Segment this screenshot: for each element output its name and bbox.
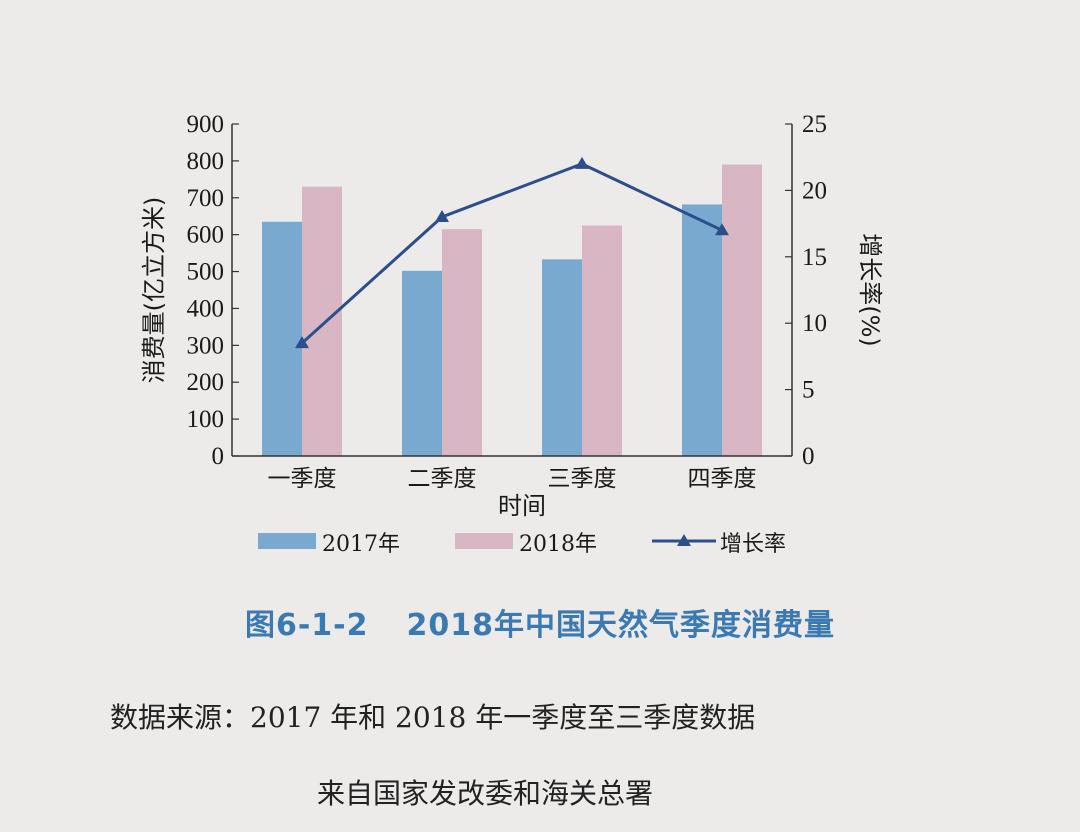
right-tick-label: 5 (802, 377, 815, 404)
bar-2018年-一季度 (302, 186, 342, 456)
left-tick-label: 700 (187, 185, 225, 212)
growth-rate-point-一季度 (295, 336, 309, 349)
left-tick-label: 200 (187, 369, 225, 396)
right-tick-label: 25 (802, 111, 827, 138)
legend-swatch-2018 (455, 533, 513, 549)
data-source-note: 数据来源：2017 年和 2018 年一季度至三季度数据 来自国家发改委和海关总… (110, 680, 970, 832)
legend-marker-growth (677, 534, 691, 546)
right-tick-label: 10 (802, 310, 827, 337)
growth-rate-point-四季度 (715, 223, 729, 236)
growth-rate-line (300, 162, 723, 345)
right-tick-label: 20 (802, 177, 827, 204)
bar-2018年-四季度 (722, 164, 762, 457)
y-axis-title-left: 消费量(亿立方米) (140, 197, 168, 384)
left-tick-label: 400 (187, 295, 225, 322)
left-tick-label: 600 (187, 222, 225, 249)
bar-2018年-三季度 (582, 225, 622, 456)
right-tick-label: 15 (802, 244, 827, 271)
bar-2018年-二季度 (442, 229, 482, 456)
figure-title: 2018年中国天然气季度消费量 (406, 608, 836, 643)
figure-caption: 图6-1-2 2018年中国天然气季度消费量 (0, 600, 1080, 644)
left-tick-label: 500 (187, 259, 225, 286)
left-tick-label: 800 (187, 148, 225, 175)
left-tick-label: 900 (187, 111, 225, 138)
category-label: 四季度 (688, 466, 757, 492)
right-axis-ticks: 0 5 10 15 20 25 (785, 111, 827, 470)
category-label: 二季度 (408, 466, 477, 492)
right-tick-label: 0 (802, 443, 815, 470)
bar-2017年-一季度 (262, 221, 302, 456)
left-tick-label: 100 (187, 406, 225, 433)
category-label: 一季度 (268, 466, 337, 492)
left-tick-label: 300 (187, 332, 225, 359)
bar-2017年-二季度 (402, 270, 442, 456)
bar-2017年-三季度 (542, 259, 582, 456)
source-line-1: 数据来源：2017 年和 2018 年一季度至三季度数据 (110, 701, 756, 734)
axes (231, 124, 793, 457)
growth-rate-point-三季度 (575, 156, 589, 169)
growth-rate-point-二季度 (435, 209, 449, 222)
legend-label-2018: 2018年 (519, 532, 597, 557)
legend-swatch-2017 (258, 533, 316, 549)
figure-number: 图6-1-2 (244, 608, 369, 643)
left-tick-label: 0 (212, 443, 225, 470)
category-label: 三季度 (548, 466, 617, 492)
left-axis-ticks: 0 100 200 300 400 500 600 700 800 900 (187, 111, 239, 470)
y-axis-title-right: 增长率(%) (856, 233, 884, 347)
x-axis-title: 时间 (498, 492, 546, 520)
source-line-2: 来自国家发改委和海关总署 (316, 777, 653, 810)
category-labels: 一季度 二季度 三季度 四季度 (268, 466, 757, 492)
legend: 2017年 2018年 增长率 (258, 532, 786, 557)
bar-2017年-四季度 (682, 204, 722, 456)
legend-label-growth: 增长率 (720, 532, 786, 557)
bars (262, 164, 762, 457)
growth-line (295, 156, 729, 349)
legend-label-2017: 2017年 (322, 532, 400, 557)
